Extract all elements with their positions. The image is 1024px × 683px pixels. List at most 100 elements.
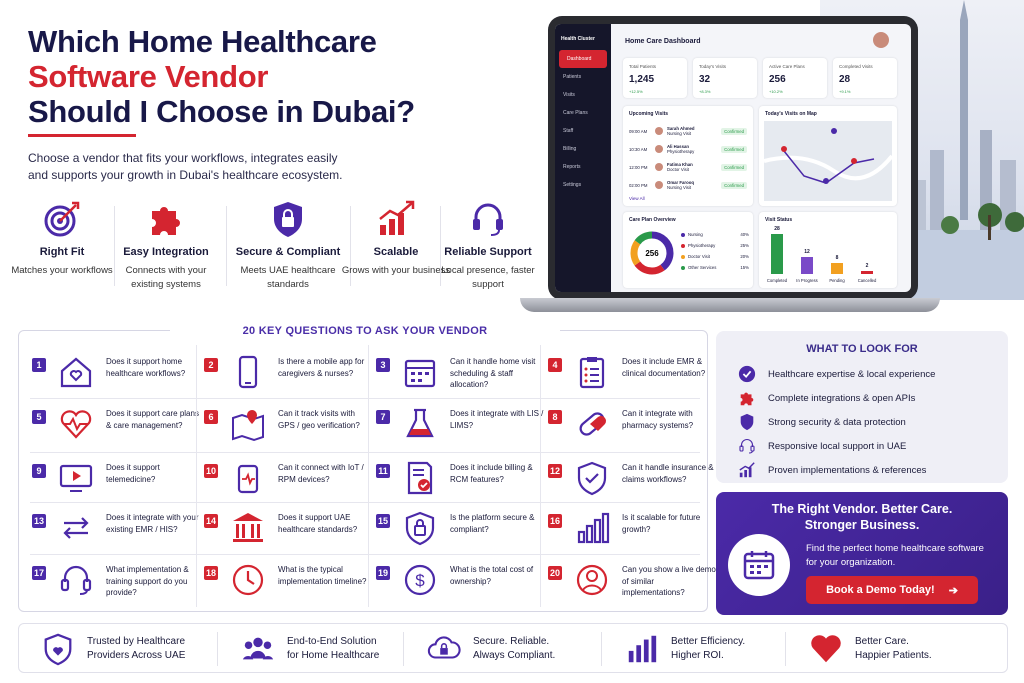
question-number: 13	[32, 514, 46, 528]
feature-scalable: Scalable Grows with your business	[340, 198, 452, 278]
feature-secure: Secure & Compliant Meets UAE healthcare …	[232, 198, 344, 292]
intro-text: Choose a vendor that fits your workflows…	[28, 151, 343, 182]
calendar-icon	[728, 534, 790, 596]
question-text: Can it track visits with GPS / geo verif…	[278, 409, 360, 430]
bars-icon	[574, 510, 610, 546]
question-number: 12	[548, 464, 562, 478]
visit-time: 10:30 AM	[629, 146, 648, 152]
nav-patients[interactable]: Patients	[563, 74, 582, 80]
visit-row[interactable]: 09:00 AM Sarah Ahmed Nursing Visit Confirme…	[623, 122, 753, 140]
legend-dot	[681, 232, 685, 237]
footer-item: Better Efficiency. Higher ROI.	[625, 632, 745, 666]
status-bar-value: 2	[865, 263, 869, 269]
invoice-icon	[402, 460, 438, 496]
look-for-text: Strong security & data protection	[768, 416, 906, 428]
device-icon	[230, 460, 266, 496]
look-for-item: Proven implementations & references	[738, 461, 926, 479]
house-heart-icon	[58, 354, 94, 390]
legend-dot	[681, 254, 685, 259]
nav-staff[interactable]: Staff	[563, 128, 574, 134]
visit-status-card: Visit Status 28 Completed 12 In Progress 8 Pe…	[759, 212, 897, 288]
footer-item: Better Care. Happier Patients.	[809, 632, 932, 666]
cloud-lock-icon	[427, 632, 461, 666]
nav-reports[interactable]: Reports	[563, 164, 581, 170]
care-plan-name: Nursing	[688, 232, 703, 237]
headset-icon	[58, 562, 94, 598]
question-number: 9	[32, 464, 46, 478]
look-for-text: Healthcare expertise & local experience	[768, 368, 936, 380]
map-icon	[764, 121, 892, 201]
question-number: 8	[548, 410, 562, 424]
puzzle-icon	[738, 389, 756, 407]
book-demo-button[interactable]: Book a Demo Today! ➔	[806, 576, 978, 604]
status-badge: Confirmed	[721, 181, 747, 189]
status-bar-value: 28	[774, 226, 780, 232]
footer-text: End-to-End Solution for Home Healthcare	[287, 636, 380, 661]
svg-text:$: $	[415, 571, 425, 590]
feature-desc: Connects with your existing systems	[125, 265, 207, 290]
bar-chart-icon	[625, 632, 659, 666]
growth-icon	[738, 461, 756, 479]
look-for-text: Proven implementations & references	[768, 464, 927, 476]
what-to-look-for-panel: WHAT TO LOOK FOR Healthcare expertise & …	[716, 331, 1008, 483]
title-line-2: Software Vendor	[28, 59, 269, 94]
view-all-link[interactable]: View All	[629, 196, 645, 201]
nav-care-plans[interactable]: Care Plans	[563, 110, 588, 116]
care-plan-row: Physiotherapy 25%	[681, 243, 749, 248]
look-for-item: Strong security & data protection	[738, 413, 906, 431]
clock-icon	[230, 562, 266, 598]
puzzle-icon	[110, 198, 222, 240]
visit-row[interactable]: 02:00 PM Omar Farooq Nursing Visit Confirme…	[623, 176, 753, 194]
shield-check-icon	[574, 460, 610, 496]
title-line-1: Which Home Healthcare	[28, 24, 377, 59]
question-text: Does it support home healthcare workflow…	[106, 357, 186, 378]
question-number: 10	[204, 464, 218, 478]
video-icon	[58, 460, 94, 496]
nav-billing[interactable]: Billing	[563, 146, 577, 152]
look-for-item: Healthcare expertise & local experience	[738, 365, 935, 383]
care-plan-name: Other Services	[688, 265, 717, 270]
footer-text: Secure. Reliable. Always Compliant.	[473, 636, 556, 661]
footer-text: Trusted by Healthcare Providers Across UA…	[87, 636, 186, 661]
question-number: 7	[376, 410, 390, 424]
question-text: What implementation & training support d…	[106, 565, 189, 597]
visit-row[interactable]: 12:00 PM Fatima Khan Doctor Visit Confirmed	[623, 158, 753, 176]
status-bar-value: 8	[835, 255, 839, 261]
feature-desc: Grows with your business	[341, 265, 451, 276]
question-item: 13 Does it integrate with your existing …	[32, 508, 202, 560]
feature-title: Secure & Compliant	[235, 246, 341, 258]
question-number: 18	[204, 566, 218, 580]
nav-dashboard[interactable]: Dashboard	[559, 50, 607, 68]
status-bar-label: Pending	[829, 278, 845, 283]
user-icon	[574, 562, 610, 598]
question-text: Can it integrate with pharmacy systems?	[622, 409, 694, 430]
status-bar	[771, 234, 783, 274]
feature-title: Reliable Support	[444, 246, 532, 258]
question-number: 17	[32, 566, 46, 580]
panel-title: WHAT TO LOOK FOR	[806, 343, 918, 355]
visit-time: 02:00 PM	[629, 182, 648, 188]
status-bar-value: 12	[804, 249, 810, 255]
status-badge: Confirmed	[721, 127, 747, 135]
status-bar	[831, 263, 843, 274]
question-text: Can it connect with IoT / RPM devices?	[278, 463, 364, 484]
question-text: What is the typical implementation timel…	[278, 565, 367, 586]
visit-row[interactable]: 10:30 AM Ali Hassan Physiotherapy Confirmed	[623, 140, 753, 158]
question-item: 3 Can it handle home visit scheduling & …	[376, 352, 546, 404]
question-item: 1 Does it support home healthcare workfl…	[32, 352, 202, 404]
nav-settings[interactable]: Settings	[563, 182, 582, 188]
question-text: What is the total cost of ownership?	[450, 565, 534, 586]
check-icon	[738, 365, 756, 383]
avatar	[655, 181, 663, 189]
clipboard-icon	[574, 354, 610, 390]
nav-visits[interactable]: Visits	[563, 92, 575, 98]
avatar[interactable]	[873, 32, 889, 48]
question-number: 20	[548, 566, 562, 580]
status-bar-label: Cancelled	[857, 278, 877, 283]
question-item: 7 Does it integrate with LIS / LIMS?	[376, 404, 546, 456]
feature-support: Reliable Support Local presence, faster …	[432, 198, 544, 292]
status-bar-label: In Progress	[796, 278, 818, 283]
visit-patient: Sarah Ahmed Nursing Visit	[667, 126, 695, 136]
laptop-base	[520, 298, 940, 312]
care-plan-row: Nursing 40%	[681, 232, 749, 237]
